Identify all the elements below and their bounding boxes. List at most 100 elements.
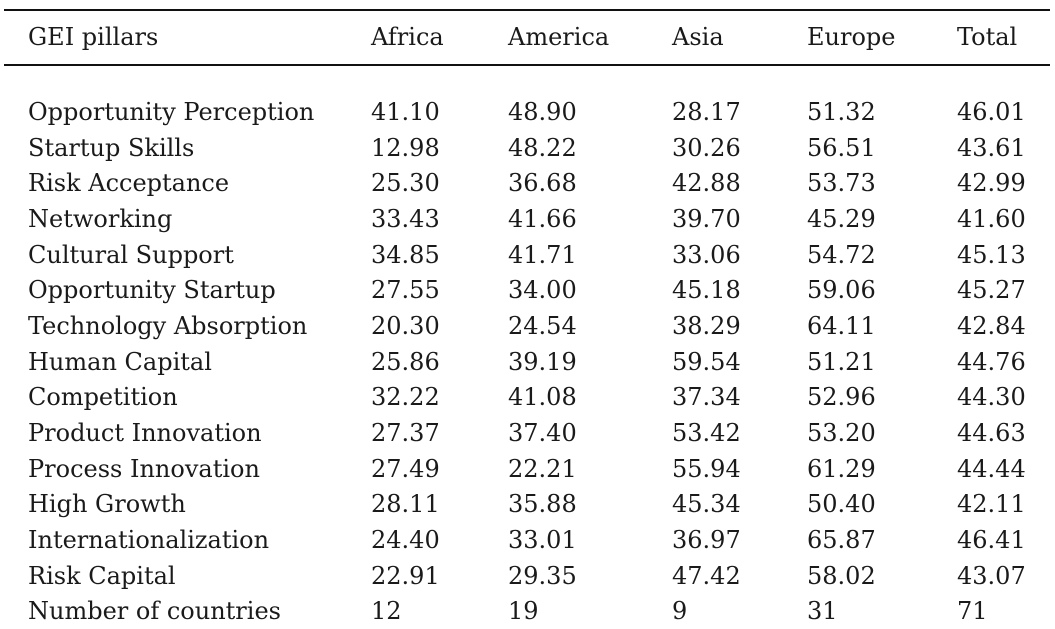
table-row: Competition 32.22 41.08 37.34 52.96 44.30	[0, 380, 1055, 416]
row-label-cell: Risk Capital	[28, 561, 176, 590]
row-label-cell: Human Capital	[28, 347, 212, 376]
value-cell: 39.70	[672, 204, 741, 233]
value-cell: 45.34	[672, 490, 741, 519]
header-row: GEI pillars Africa America Asia Europe T…	[0, 0, 1055, 76]
value-cell: 36.68	[508, 169, 577, 198]
table-row: Risk Capital 22.91 29.35 47.42 58.02 43.07	[0, 558, 1055, 594]
value-cell: 71	[957, 597, 988, 626]
value-cell: 65.87	[807, 526, 876, 555]
value-cell: 27.49	[371, 454, 440, 483]
value-cell: 24.54	[508, 311, 577, 340]
row-label-cell: Process Innovation	[28, 454, 260, 483]
row-label-cell: Startup Skills	[28, 133, 195, 162]
value-cell: 56.51	[807, 133, 876, 162]
column-header-africa: Africa	[371, 23, 444, 51]
value-cell: 27.55	[371, 276, 440, 305]
value-cell: 36.97	[672, 526, 741, 555]
value-cell: 48.90	[508, 97, 577, 126]
value-cell: 33.43	[371, 204, 440, 233]
table-row: Human Capital 25.86 39.19 59.54 51.21 44.76	[0, 344, 1055, 380]
value-cell: 38.29	[672, 311, 741, 340]
header-rule	[4, 64, 1050, 66]
value-cell: 30.26	[672, 133, 741, 162]
row-label-cell: Number of countries	[28, 597, 281, 626]
value-cell: 43.07	[957, 561, 1026, 590]
value-cell: 37.40	[508, 419, 577, 448]
value-cell: 61.29	[807, 454, 876, 483]
value-cell: 47.42	[672, 561, 741, 590]
row-label-cell: Risk Acceptance	[28, 169, 230, 198]
value-cell: 46.41	[957, 526, 1026, 555]
value-cell: 44.63	[957, 419, 1026, 448]
column-header-america: America	[508, 23, 610, 51]
row-label-cell: Opportunity Startup	[28, 276, 276, 305]
value-cell: 45.29	[807, 204, 876, 233]
spacer-row	[0, 76, 1055, 94]
table-row: Number of countries 12 19 9 31 71	[0, 594, 1055, 629]
value-cell: 53.20	[807, 419, 876, 448]
table-row: Opportunity Perception 41.10 48.90 28.17 51.…	[0, 94, 1055, 130]
value-cell: 52.96	[807, 383, 876, 412]
value-cell: 28.17	[672, 97, 741, 126]
table-row: High Growth 28.11 35.88 45.34 50.40 42.11	[0, 487, 1055, 523]
value-cell: 42.84	[957, 311, 1026, 340]
value-cell: 41.60	[957, 204, 1026, 233]
value-cell: 43.61	[957, 133, 1026, 162]
column-header-europe: Europe	[807, 23, 896, 51]
value-cell: 41.08	[508, 383, 577, 412]
top-rule	[4, 9, 1050, 11]
value-cell: 42.99	[957, 169, 1026, 198]
row-label-cell: Cultural Support	[28, 240, 234, 269]
value-cell: 54.72	[807, 240, 876, 269]
value-cell: 25.86	[371, 347, 440, 376]
value-cell: 59.54	[672, 347, 741, 376]
value-cell: 32.22	[371, 383, 440, 412]
value-cell: 27.37	[371, 419, 440, 448]
value-cell: 53.42	[672, 419, 741, 448]
value-cell: 58.02	[807, 561, 876, 590]
value-cell: 33.01	[508, 526, 577, 555]
value-cell: 39.19	[508, 347, 577, 376]
value-cell: 37.34	[672, 383, 741, 412]
table-row: Product Innovation 27.37 37.40 53.42 53.20 44…	[0, 415, 1055, 451]
table-body: Opportunity Perception 41.10 48.90 28.17 51.…	[0, 76, 1055, 629]
value-cell: 44.44	[957, 454, 1026, 483]
value-cell: 41.66	[508, 204, 577, 233]
row-label-cell: High Growth	[28, 490, 186, 519]
value-cell: 44.30	[957, 383, 1026, 412]
value-cell: 9	[672, 597, 688, 626]
table-row: Startup Skills 12.98 48.22 30.26 56.51 43.61	[0, 130, 1055, 166]
value-cell: 45.27	[957, 276, 1026, 305]
row-label-cell: Technology Absorption	[28, 311, 308, 340]
table-row: Cultural Support 34.85 41.71 33.06 54.72 45.1…	[0, 237, 1055, 273]
value-cell: 29.35	[508, 561, 577, 590]
value-cell: 55.94	[672, 454, 741, 483]
value-cell: 42.11	[957, 490, 1026, 519]
value-cell: 46.01	[957, 97, 1026, 126]
value-cell: 35.88	[508, 490, 577, 519]
row-label-cell: Competition	[28, 383, 178, 412]
value-cell: 12	[371, 597, 402, 626]
value-cell: 51.32	[807, 97, 876, 126]
value-cell: 22.21	[508, 454, 577, 483]
row-label-cell: Networking	[28, 204, 173, 233]
value-cell: 41.10	[371, 97, 440, 126]
value-cell: 19	[508, 597, 539, 626]
row-label-cell: Opportunity Perception	[28, 97, 315, 126]
value-cell: 25.30	[371, 169, 440, 198]
value-cell: 20.30	[371, 311, 440, 340]
value-cell: 59.06	[807, 276, 876, 305]
value-cell: 31	[807, 597, 838, 626]
table-row: Process Innovation 27.49 22.21 55.94 61.29 44…	[0, 451, 1055, 487]
value-cell: 22.91	[371, 561, 440, 590]
value-cell: 64.11	[807, 311, 876, 340]
value-cell: 45.13	[957, 240, 1026, 269]
table-row: Technology Absorption 20.30 24.54 38.29 64.1…	[0, 308, 1055, 344]
value-cell: 28.11	[371, 490, 440, 519]
value-cell: 12.98	[371, 133, 440, 162]
column-header-pillars: GEI pillars	[28, 23, 159, 51]
table-header: GEI pillars Africa America Asia Europe T…	[0, 0, 1055, 76]
value-cell: 34.85	[371, 240, 440, 269]
value-cell: 50.40	[807, 490, 876, 519]
